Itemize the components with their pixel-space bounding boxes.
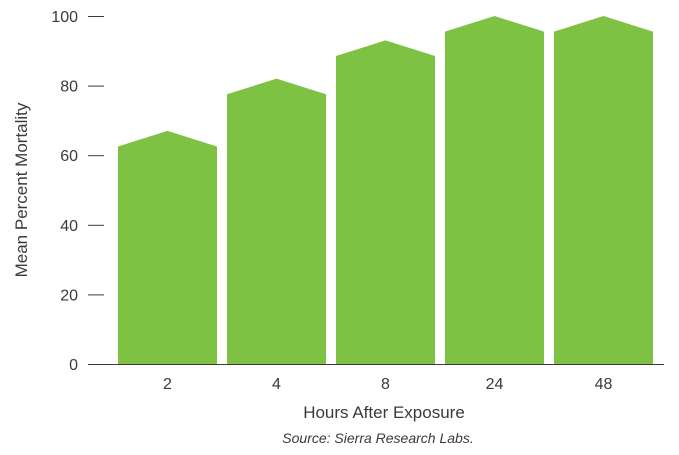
y-axis-title: Mean Percent Mortality: [12, 102, 31, 277]
y-tick-label: 0: [69, 357, 78, 374]
x-tick-label: 8: [381, 376, 390, 393]
y-tick-label: 80: [60, 79, 78, 96]
y-tick-label: 100: [51, 9, 78, 26]
bar-8: [336, 40, 435, 365]
bar-24: [445, 16, 544, 364]
bar-4: [227, 78, 326, 364]
x-axis-title: Hours After Exposure: [303, 403, 465, 422]
bar-2: [118, 130, 217, 364]
y-tick-label: 20: [60, 287, 78, 304]
bars-layer: [118, 16, 653, 365]
x-tick-label: 4: [272, 376, 281, 393]
x-tick-label: 2: [163, 376, 172, 393]
bar-48: [554, 16, 653, 364]
y-tick-label: 60: [60, 148, 78, 165]
y-tick-label: 40: [60, 218, 78, 235]
x-tick-label: 24: [486, 376, 504, 393]
source-note: Source: Sierra Research Labs.: [282, 430, 473, 446]
x-tick-label: 48: [595, 376, 613, 393]
